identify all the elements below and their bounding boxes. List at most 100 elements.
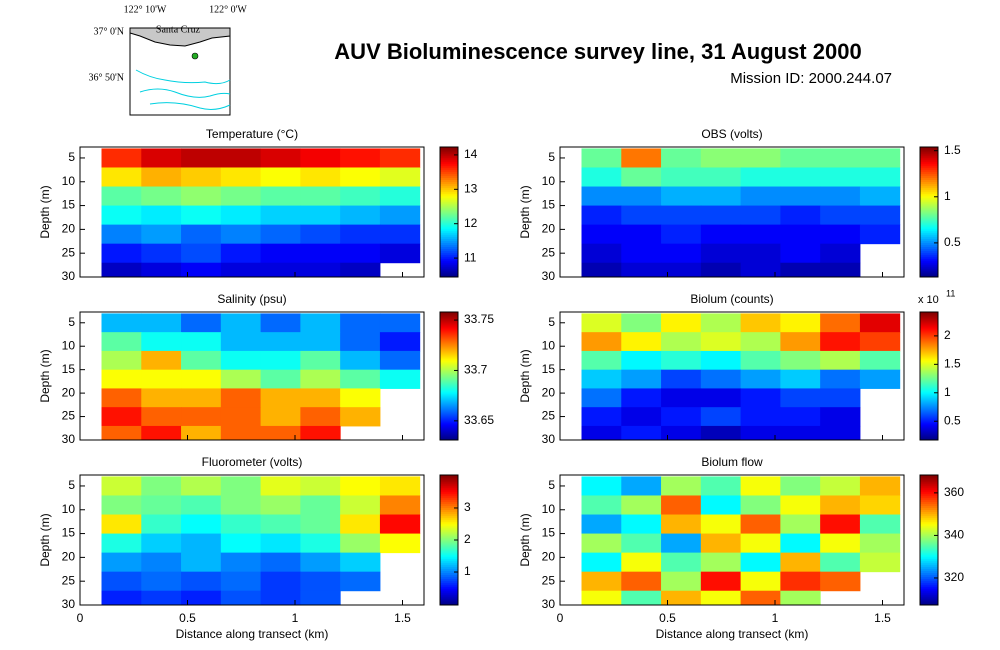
heat-cell [581,186,622,207]
y-axis-label: Depth (m) [38,185,52,238]
heat-cell [220,495,262,516]
heat-cell [780,205,821,226]
heat-cell [581,425,622,441]
colorbar-step [440,368,458,371]
colorbar-step [920,177,938,180]
heat-cell [700,262,742,278]
heat-cell [740,205,781,226]
heat-cell [859,313,901,333]
colorbar-step [920,481,938,484]
heat-cell [780,148,821,168]
colorbar-step [920,564,938,567]
colorbar-step [920,424,938,427]
heat-cell [740,167,781,188]
colorbar-step [920,535,938,539]
heat-cell [181,407,222,427]
colorbar-step [440,418,458,421]
heat-cell [340,332,381,352]
colorbar-step [920,505,938,508]
colorbar-step [440,400,458,403]
heat-cell [220,167,262,188]
colorbar-step [440,602,458,606]
colorbar-step [440,244,458,248]
heat-cell [141,533,182,554]
colorbar-step [920,153,938,156]
colorbar-step [920,491,938,494]
heat-cell [621,590,662,606]
axes-frame [79,474,425,606]
y-axis-label: Depth (m) [518,349,532,402]
colorbar-step [440,537,458,541]
colorbar-step [440,169,458,172]
heat-cell [740,590,781,606]
heat-cell [340,388,381,408]
colorbar-step [440,266,458,270]
colorbar-step [920,378,938,381]
heat-cell [101,425,142,441]
colorbar-step [440,523,458,527]
heat-cell [661,350,702,371]
colorbar-step [920,525,938,529]
heat-cell [740,425,781,441]
colorbar-step [440,205,458,209]
x-axis-label: Distance along transect (km) [176,627,329,641]
heat-cell [581,388,622,408]
y-tick-label: 25 [542,245,556,259]
colorbar-step [440,588,458,592]
colorbar-step [440,318,458,321]
heat-cell [740,369,781,389]
heat-cell [101,186,142,207]
colorbar-step [440,386,458,389]
colorbar-step [440,542,458,545]
colorbar-step [440,566,458,569]
colorbar-step [920,550,938,553]
colorbar-step [920,248,938,252]
heat-cell [859,495,901,516]
colorbar-step [440,157,458,160]
colorbar-step [920,418,938,421]
heat-cell [379,224,421,245]
panel: 5 10 15 20 25 30 OBS (volts) Depth (m) 0.5 1 1.5 [518,127,961,283]
heat-cell [780,350,821,371]
colorbar-step [920,495,938,498]
colorbar-step [920,542,938,545]
colorbar-step [440,408,458,411]
heat-cell [260,313,301,333]
heat-cell [181,205,222,226]
colorbar-step [920,420,938,423]
colorbar-step [440,584,458,588]
heat-cell [740,224,781,245]
colorbar-step [920,388,938,391]
heat-cell [621,243,662,264]
y-tick-label: 10 [62,338,76,352]
colorbar-step [440,350,458,353]
colorbar-scale-exponent: 11 [946,288,955,298]
colorbar-step [920,374,938,377]
lat-label: 37° 0'N [93,26,124,37]
colorbar-step [920,598,938,602]
colorbar-step [920,272,938,276]
colorbar-tick-label: 1.5 [944,143,961,157]
heat-cell [340,167,381,188]
y-tick-label: 20 [542,550,556,564]
heat-cell [581,552,622,573]
colorbar-step [920,189,938,193]
colorbar-step [440,360,458,363]
heat-cell [621,167,662,188]
colorbar-step [440,552,458,555]
heat-cell [141,224,182,245]
heat-cell [859,476,901,496]
colorbar-step [920,159,938,162]
heat-cell [340,514,381,535]
heat-cell [260,148,301,168]
heat-cell [581,313,622,333]
colorbar-step [440,540,458,543]
heat-cell [700,425,742,441]
heat-cell [300,495,341,516]
heat-cell [621,262,662,278]
colorbar-step [440,153,458,156]
colorbar-step [440,380,458,383]
colorbar-step [920,562,938,565]
heat-cell [581,476,622,496]
